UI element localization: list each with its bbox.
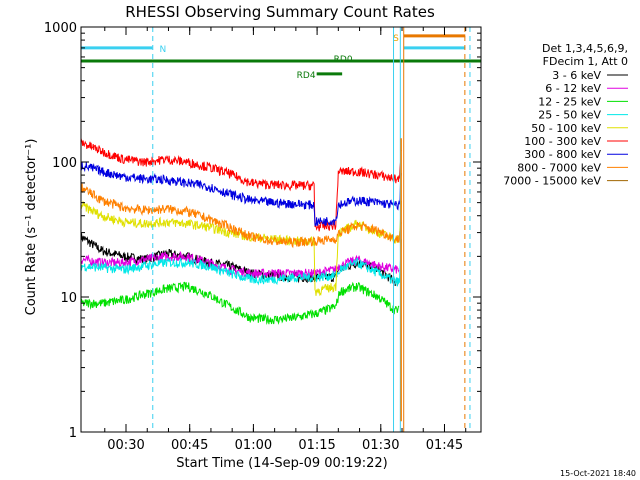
legend-label: 50 - 100 keV: [531, 122, 601, 135]
x-tick-label: 01:45: [426, 438, 463, 453]
annotation-rd0: RD0: [334, 55, 353, 65]
legend-label: 7000 - 15000 keV: [503, 175, 601, 188]
legend-label: 12 - 25 keV: [538, 95, 601, 108]
y-tick-label: 10: [60, 291, 77, 306]
series-line-5: [80, 200, 402, 297]
y-tick-label: 100: [52, 156, 77, 171]
series-line-2: [80, 250, 400, 280]
series-line-8: [80, 183, 402, 249]
x-tick-label: 01:15: [298, 438, 335, 453]
annotation-rd4: RD4: [297, 71, 316, 81]
legend-title-line-2: FDecim 1, Att 0: [543, 55, 628, 68]
axes-frame: [80, 26, 482, 433]
legend-label: 3 - 6 keV: [552, 69, 601, 82]
series-line-4: [80, 239, 402, 287]
legend-label: 25 - 50 keV: [538, 109, 601, 122]
x-tick-label: 00:30: [107, 438, 144, 453]
legend-label: 300 - 800 keV: [524, 148, 601, 161]
annotation-n: N: [160, 45, 167, 55]
series-line-6: [80, 138, 402, 232]
chart-title: RHESSI Observing Summary Count Rates: [125, 3, 435, 21]
legend-label: 6 - 12 keV: [545, 82, 601, 95]
x-axis-label: Start Time (14-Sep-09 00:19:22): [176, 456, 387, 471]
legend-label: 100 - 300 keV: [524, 135, 601, 148]
series-line-3: [80, 281, 400, 326]
timestamp: 15-Oct-2021 18:40: [560, 469, 636, 478]
y-axis-label: Count Rate (s⁻¹ detector⁻¹): [24, 139, 39, 316]
annotation-s: S: [393, 34, 399, 44]
legend-label: 800 - 7000 keV: [517, 161, 601, 174]
y-tick-label: 1: [69, 426, 77, 441]
legend-title-line-1: Det 1,3,4,5,6,9,: [542, 42, 628, 55]
y-tick-label: 1000: [44, 21, 77, 36]
x-tick-label: 01:30: [362, 438, 399, 453]
series-line-7: [80, 162, 402, 227]
plot-area: N RD0 RD4 S 1 10 100 1000 00:30 00:45 01:00 01:15 01…: [44, 21, 482, 453]
x-tick-label: 01:00: [235, 438, 272, 453]
legend: Det 1,3,4,5,6,9, FDecim 1, Att 0 3 - 6 k…: [503, 42, 628, 188]
x-tick-label: 00:45: [171, 438, 208, 453]
